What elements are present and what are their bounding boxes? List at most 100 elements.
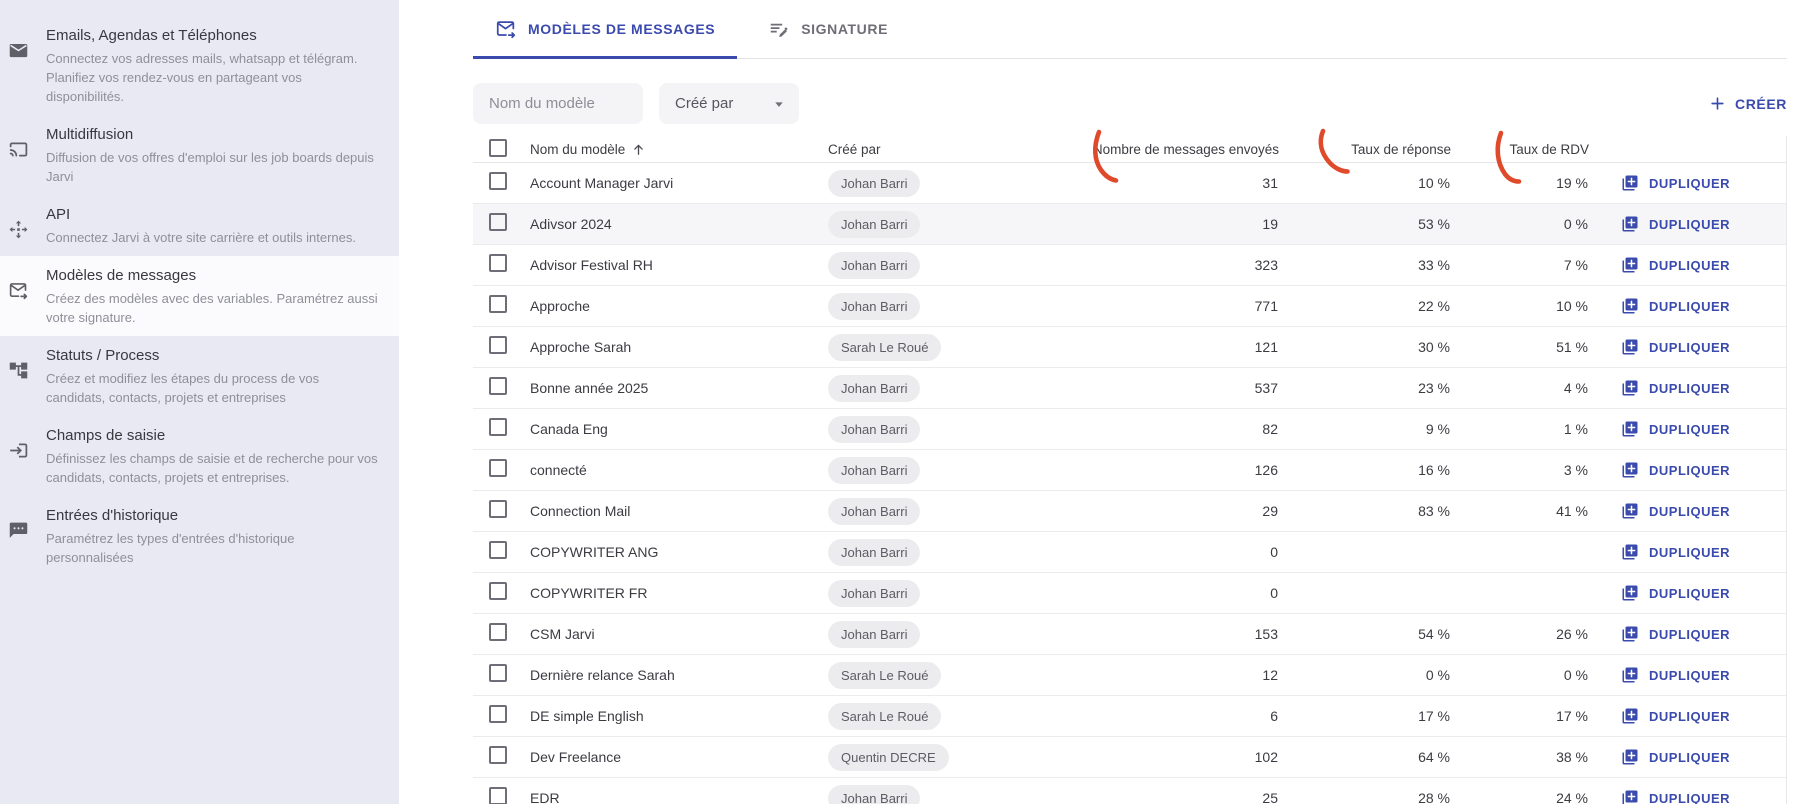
row-checkbox[interactable] [489,171,507,190]
column-header-created-by[interactable]: Créé par [828,141,881,157]
column-header-meeting-rate[interactable]: Taux de RDV [1509,141,1589,157]
duplicate-button[interactable]: DUPLIQUER [1621,174,1730,192]
creator-chip: Johan Barri [828,456,921,484]
messages-sent-value: 121 [1254,339,1278,355]
sidebar-item-champs-de-saisie[interactable]: Champs de saisie Définissez les champs d… [0,416,399,496]
meeting-rate-value: 4 % [1563,380,1588,396]
caret-down-icon [769,94,789,114]
creator-chip: Johan Barri [828,497,921,525]
row-checkbox[interactable] [489,376,507,395]
duplicate-button[interactable]: DUPLIQUER [1621,789,1730,804]
duplicate-button-label: DUPLIQUER [1649,626,1731,642]
template-name: Advisor Festival RH [530,257,653,273]
sidebar-item-statuts-process[interactable]: Statuts / Process Créez et modifiez les … [0,336,399,416]
row-checkbox[interactable] [489,622,507,641]
table-row[interactable]: Dernière relance Sarah Sarah Le Roué 12 … [473,655,1786,696]
sidebar-item-title: Champs de saisie [46,427,166,444]
sidebar-item-title: Statuts / Process [46,347,160,364]
row-checkbox[interactable] [489,294,507,313]
sidebar-item-description: Créez des modèles avec des variables. Pa… [46,291,378,325]
creator-chip: Johan Barri [828,415,921,443]
duplicate-button[interactable]: DUPLIQUER [1621,666,1730,684]
table-row[interactable]: connecté Johan Barri 126 16 % 3 % DUPLIQ… [473,450,1786,491]
row-checkbox[interactable] [489,458,507,477]
duplicate-button[interactable]: DUPLIQUER [1621,502,1730,520]
mail-arrow-icon [8,280,32,304]
row-checkbox[interactable] [489,499,507,518]
duplicate-icon [1621,420,1639,438]
table-row[interactable]: Dev Freelance Quentin DECRE 102 64 % 38 … [473,737,1786,778]
row-checkbox[interactable] [489,581,507,600]
column-header-messages-sent[interactable]: Nombre de messages envoyés [1092,141,1279,157]
messages-sent-value: 82 [1262,421,1278,437]
sidebar-item-multidiffusion[interactable]: Multidiffusion Diffusion de vos offres d… [0,115,399,195]
create-button[interactable]: CRÉER [1709,95,1787,112]
table-row[interactable]: Bonne année 2025 Johan Barri 537 23 % 4 … [473,368,1786,409]
messages-sent-value: 0 [1270,585,1278,601]
column-header-response-rate[interactable]: Taux de réponse [1351,141,1451,157]
meeting-rate-value: 24 % [1556,790,1588,804]
sidebar-item-emails-agendas-telephones[interactable]: Emails, Agendas et Téléphones Connectez … [0,16,399,115]
sidebar-item-modeles-de-messages[interactable]: Modèles de messages Créez des modèles av… [0,256,399,336]
row-checkbox[interactable] [489,704,507,723]
template-name: EDR [530,790,560,804]
table-row[interactable]: Connection Mail Johan Barri 29 83 % 41 %… [473,491,1786,532]
duplicate-button[interactable]: DUPLIQUER [1621,297,1730,315]
select-all-checkbox[interactable] [489,138,507,157]
response-rate-value: 33 % [1418,257,1450,273]
table-row[interactable]: COPYWRITER ANG Johan Barri 0 DUPLIQUER [473,532,1786,573]
table-row[interactable]: Account Manager Jarvi Johan Barri 31 10 … [473,163,1786,204]
mail-arrow-icon [495,18,517,40]
duplicate-button-label: DUPLIQUER [1649,175,1731,191]
tab-signature[interactable]: SIGNATURE [746,0,910,58]
table-row[interactable]: CSM Jarvi Johan Barri 153 54 % 26 % DUPL… [473,614,1786,655]
duplicate-button[interactable]: DUPLIQUER [1621,584,1730,602]
table-row[interactable]: Approche Sarah Sarah Le Roué 121 30 % 51… [473,327,1786,368]
row-checkbox[interactable] [489,417,507,436]
table-row[interactable]: Advisor Festival RH Johan Barri 323 33 %… [473,245,1786,286]
sidebar-item-api[interactable]: API Connectez Jarvi à votre site carrièr… [0,195,399,256]
template-name-search-input[interactable] [473,83,643,124]
row-checkbox[interactable] [489,745,507,764]
duplicate-button[interactable]: DUPLIQUER [1621,215,1730,233]
meeting-rate-value: 17 % [1556,708,1588,724]
template-name: CSM Jarvi [530,626,595,642]
table-row[interactable]: COPYWRITER FR Johan Barri 0 DUPLIQUER [473,573,1786,614]
tab-modeles-de-messages[interactable]: MODÈLES DE MESSAGES [473,0,738,59]
duplicate-button[interactable]: DUPLIQUER [1621,707,1730,725]
duplicate-button[interactable]: DUPLIQUER [1621,420,1730,438]
row-checkbox[interactable] [489,786,507,804]
meeting-rate-value: 3 % [1563,462,1588,478]
table-row[interactable]: EDR Johan Barri 25 28 % 24 % DUPLIQUER [473,778,1786,804]
template-name: DE simple English [530,708,644,724]
duplicate-button[interactable]: DUPLIQUER [1621,543,1730,561]
duplicate-button[interactable]: DUPLIQUER [1621,748,1730,766]
messages-sent-value: 537 [1254,380,1278,396]
duplicate-button-label: DUPLIQUER [1649,667,1731,683]
sidebar-item-description: Paramétrez les types d'entrées d'histori… [46,531,295,565]
duplicate-button-label: DUPLIQUER [1649,257,1731,273]
row-checkbox[interactable] [489,540,507,559]
create-button-label: CRÉER [1734,95,1787,112]
created-by-select[interactable]: Créé par [659,83,799,124]
duplicate-button[interactable]: DUPLIQUER [1621,256,1730,274]
duplicate-button[interactable]: DUPLIQUER [1621,379,1730,397]
meeting-rate-value: 0 % [1563,216,1588,232]
duplicate-button[interactable]: DUPLIQUER [1621,461,1730,479]
sidebar-item-entrees-historique[interactable]: Entrées d'historique Paramétrez les type… [0,496,399,576]
table-row[interactable]: Approche Johan Barri 771 22 % 10 % DUPLI… [473,286,1786,327]
tab-label: SIGNATURE [801,21,889,37]
row-checkbox[interactable] [489,663,507,682]
table-row[interactable]: Adivsor 2024 Johan Barri 19 53 % 0 % DUP… [473,204,1786,245]
row-checkbox[interactable] [489,335,507,354]
table-row[interactable]: Canada Eng Johan Barri 82 9 % 1 % DUPLIQ… [473,409,1786,450]
template-name: COPYWRITER ANG [530,544,659,560]
column-header-name[interactable]: Nom du modèle [530,142,828,157]
table-row[interactable]: DE simple English Sarah Le Roué 6 17 % 1… [473,696,1786,737]
row-checkbox[interactable] [489,253,507,272]
process-tree-icon [8,360,32,384]
template-name: COPYWRITER FR [530,585,648,601]
duplicate-button[interactable]: DUPLIQUER [1621,625,1730,643]
row-checkbox[interactable] [489,212,507,231]
duplicate-button[interactable]: DUPLIQUER [1621,338,1730,356]
